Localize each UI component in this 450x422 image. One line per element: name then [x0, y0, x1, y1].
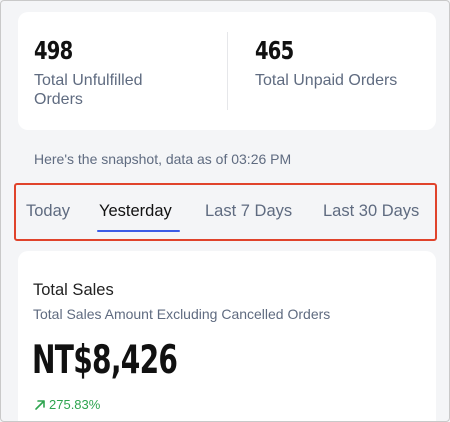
unpaid-orders-stat[interactable]: 465 Total Unpaid Orders [255, 12, 435, 130]
snapshot-timestamp: Here's the snapshot, data as of 03:26 PM [34, 151, 292, 167]
sales-amount: NT$8,426 [32, 338, 178, 383]
sales-growth-value: 275.83% [49, 397, 101, 412]
total-sales-card: Total Sales Total Sales Amount Excluding… [18, 251, 436, 421]
order-summary-card: 498 Total Unfulfilled Orders 465 Total U… [18, 12, 436, 130]
tab-today[interactable]: Today [26, 202, 71, 220]
unfulfilled-orders-label: Total Unfulfilled Orders [34, 71, 143, 109]
sales-title: Total Sales [33, 281, 114, 299]
date-range-tabs: Today Yesterday Last 7 Days Last 30 Days [1, 185, 449, 237]
tab-last-30-days[interactable]: Last 30 Days [323, 202, 420, 220]
unfulfilled-label-line1: Total Unfulfilled [34, 72, 143, 89]
unfulfilled-label-line2: Orders [34, 91, 83, 108]
tab-last-7-days[interactable]: Last 7 Days [205, 202, 293, 220]
active-tab-indicator [97, 230, 180, 232]
unpaid-orders-count: 465 [255, 36, 294, 65]
sales-growth: 275.83% [34, 397, 100, 412]
summary-divider [227, 32, 228, 110]
unfulfilled-orders-count: 498 [34, 36, 73, 65]
tab-yesterday[interactable]: Yesterday [99, 202, 172, 220]
unfulfilled-orders-stat[interactable]: 498 Total Unfulfilled Orders [34, 12, 224, 130]
trend-up-arrow-icon [35, 399, 45, 410]
unpaid-orders-label: Total Unpaid Orders [255, 72, 398, 89]
sales-subtitle: Total Sales Amount Excluding Cancelled O… [33, 306, 331, 322]
